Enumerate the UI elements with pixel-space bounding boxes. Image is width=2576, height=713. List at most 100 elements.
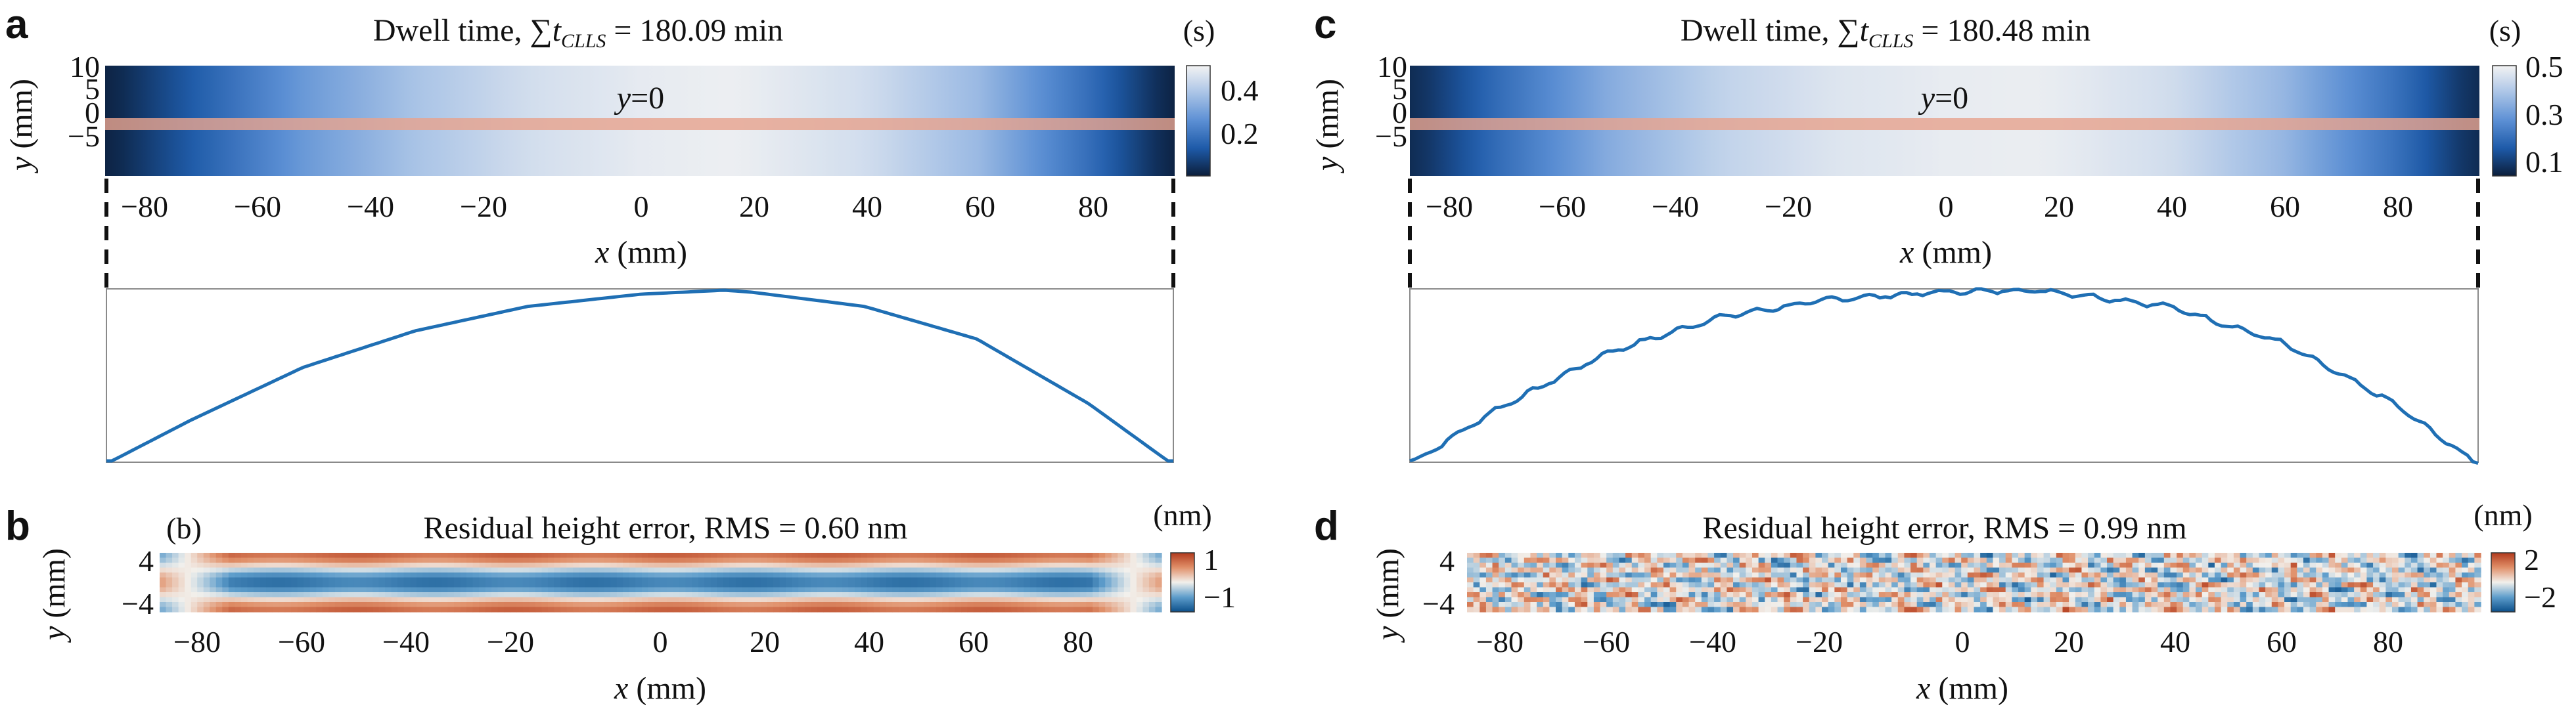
residual-cell xyxy=(291,573,298,578)
residual-cell xyxy=(2151,573,2158,578)
residual-cell xyxy=(861,563,868,569)
residual-cell xyxy=(347,607,355,613)
residual-cell xyxy=(1549,582,1556,588)
residual-cell xyxy=(616,592,623,598)
residual-cell xyxy=(560,602,568,608)
residual-cell xyxy=(1701,573,1709,578)
residual-cell xyxy=(1916,597,1924,603)
residual-cell xyxy=(472,563,480,569)
residual-cell xyxy=(279,563,286,569)
residual-cell xyxy=(1733,582,1740,588)
residual-cell xyxy=(1049,567,1056,573)
residual-cell xyxy=(573,592,580,598)
residual-cell xyxy=(210,597,217,603)
residual-cell xyxy=(1751,563,1759,569)
residual-cell xyxy=(266,592,273,598)
residual-cell xyxy=(880,567,887,573)
residual-cell xyxy=(873,573,880,578)
residual-cell xyxy=(2335,557,2342,563)
residual-cell xyxy=(610,597,618,603)
residual-cell xyxy=(2125,563,2133,569)
residual-cell xyxy=(2227,582,2234,588)
residual-cell xyxy=(2075,567,2083,573)
residual-cell xyxy=(1518,582,1525,588)
residual-cell xyxy=(403,577,411,583)
residual-cell xyxy=(1961,597,1968,603)
residual-cell xyxy=(1916,557,1924,563)
residual-cell xyxy=(1098,557,1106,563)
residual-cell xyxy=(2366,557,2374,563)
residual-cell xyxy=(2341,553,2349,559)
residual-cell xyxy=(723,557,730,563)
residual-cell xyxy=(1929,577,1937,583)
residual-cell xyxy=(2259,582,2266,588)
residual-cell xyxy=(510,597,517,603)
residual-cell xyxy=(1758,582,1765,588)
y0-label-a: y=0 xyxy=(614,81,664,116)
residual-cell xyxy=(510,582,517,588)
residual-cell xyxy=(2455,563,2462,569)
residual-cell xyxy=(1897,563,1905,569)
residual-cell xyxy=(1727,602,1734,608)
residual-cell xyxy=(1061,573,1068,578)
residual-cell xyxy=(1974,577,1981,583)
residual-cell xyxy=(222,567,229,573)
residual-cell xyxy=(610,563,618,569)
residual-cell xyxy=(1543,553,1550,559)
residual-cell xyxy=(1834,573,1842,578)
residual-cell xyxy=(1663,563,1671,569)
residual-cell xyxy=(667,567,674,573)
residual-cell xyxy=(510,567,517,573)
residual-cell xyxy=(391,602,398,608)
residual-cell xyxy=(1746,607,1753,613)
residual-cell xyxy=(328,602,336,608)
residual-cell xyxy=(873,587,880,593)
residual-cell xyxy=(2347,607,2355,613)
residual-cell xyxy=(886,567,893,573)
residual-cell xyxy=(974,582,981,588)
residual-cell xyxy=(986,573,993,578)
residual-cell xyxy=(1746,563,1753,569)
residual-cell xyxy=(2271,563,2278,569)
residual-cell xyxy=(1068,573,1075,578)
residual-cell xyxy=(616,597,623,603)
residual-cell xyxy=(1042,597,1050,603)
residual-cell xyxy=(215,563,223,569)
residual-cell xyxy=(1036,602,1043,608)
residual-cell xyxy=(378,557,386,563)
residual-cell xyxy=(1130,607,1137,613)
residual-cell xyxy=(1701,587,1709,593)
residual-cell xyxy=(1111,582,1118,588)
residual-cell xyxy=(1727,563,1734,569)
residual-cell xyxy=(1859,577,1867,583)
residual-cell xyxy=(1815,592,1822,598)
residual-cell xyxy=(1606,577,1614,583)
residual-cell xyxy=(923,582,930,588)
residual-cell xyxy=(936,573,943,578)
residual-cell xyxy=(1504,557,1512,563)
residual-cell xyxy=(2113,587,2120,593)
residual-cell xyxy=(172,553,179,559)
panel-c-ylabel: y (mm) xyxy=(1310,79,1345,174)
residual-cell xyxy=(2290,553,2297,559)
residual-cell xyxy=(1485,573,1493,578)
residual-cell xyxy=(366,567,373,573)
residual-cell xyxy=(1682,602,1690,608)
residual-cell xyxy=(1619,557,1626,563)
residual-cell xyxy=(2322,573,2330,578)
residual-cell xyxy=(334,607,342,613)
residual-cell xyxy=(2158,553,2165,559)
residual-cell xyxy=(1625,567,1633,573)
residual-cell xyxy=(992,602,999,608)
residual-cell xyxy=(1556,577,1563,583)
residual-cell xyxy=(792,597,799,603)
residual-cell xyxy=(1676,563,1683,569)
residual-cell xyxy=(1612,587,1620,593)
residual-cell xyxy=(1720,607,1727,613)
residual-cell xyxy=(585,597,593,603)
residual-cell xyxy=(2138,602,2146,608)
residual-cell xyxy=(247,563,254,569)
residual-cell xyxy=(266,563,273,569)
residual-cell xyxy=(1142,567,1150,573)
residual-cell xyxy=(541,553,549,559)
